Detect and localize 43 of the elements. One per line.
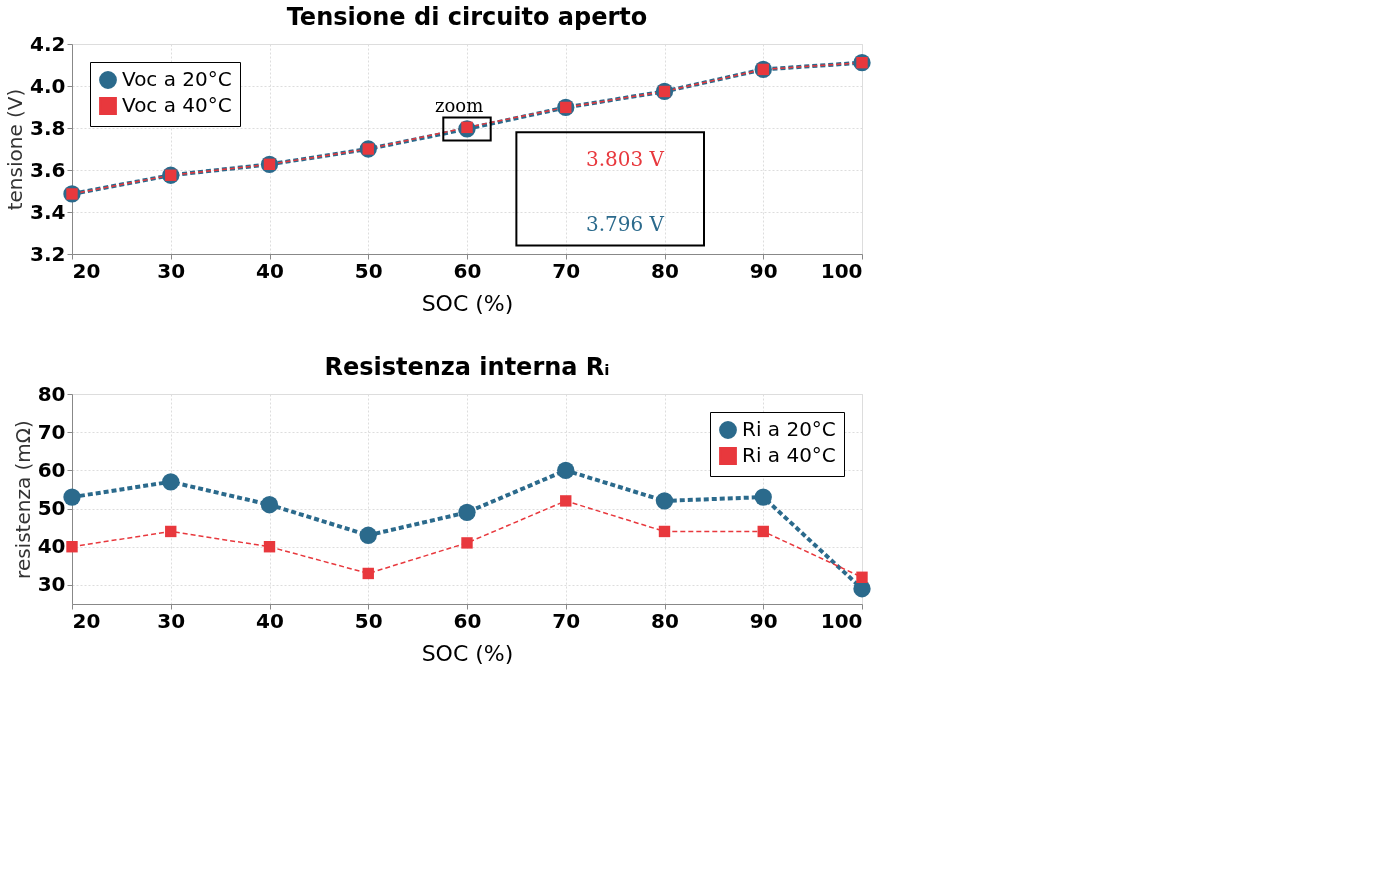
y-axis-title: resistenza (mΩ) — [10, 420, 35, 579]
legend-label: Voc a 20°C — [122, 67, 232, 91]
x-tick-label: 90 — [749, 258, 778, 283]
x-tick-label: 50 — [354, 608, 383, 633]
x-tick-label: 90 — [749, 608, 778, 633]
y-tick-label: 50 — [37, 496, 66, 521]
y-tick-label: 3.2 — [30, 241, 66, 266]
x-tick-label: 30 — [157, 608, 186, 633]
annotation: 3.796 V — [585, 211, 665, 236]
x-tick-label: 60 — [453, 258, 482, 283]
x-tick-label: 20 — [72, 608, 101, 633]
legend-label: Ri a 20°C — [742, 417, 836, 441]
x-tick-label: 40 — [256, 258, 284, 283]
y-tick-label: 4.2 — [30, 31, 66, 56]
x-tick-label: 70 — [552, 608, 581, 633]
x-tick-label: 100 — [820, 258, 863, 283]
y-tick-label: 3.6 — [30, 157, 66, 182]
x-tick-label: 100 — [820, 608, 863, 633]
x-tick-label: 40 — [256, 608, 284, 633]
y-tick-label: 80 — [37, 381, 66, 406]
x-tick-label: 70 — [552, 258, 581, 283]
x-axis-title: SOC (%) — [421, 640, 514, 666]
x-tick-label: 80 — [651, 608, 679, 633]
y-tick-label: 40 — [37, 534, 66, 559]
x-tick-label: 20 — [72, 258, 101, 283]
legend-label: Ri a 40°C — [742, 443, 836, 467]
annotation: 3.803 V — [585, 146, 665, 171]
y-tick-label: 30 — [37, 572, 66, 597]
y-tick-label: 60 — [37, 457, 66, 482]
annotation: zoom — [434, 95, 484, 116]
y-axis-title: tensione (V) — [3, 88, 28, 211]
y-tick-label: 3.8 — [30, 115, 66, 140]
x-tick-label: 80 — [651, 258, 679, 283]
y-tick-label: 3.4 — [30, 199, 66, 224]
x-axis-title: SOC (%) — [421, 290, 514, 316]
x-tick-label: 50 — [354, 258, 383, 283]
y-tick-label: 70 — [37, 419, 66, 444]
legend-label: Voc a 40°C — [122, 93, 232, 117]
chart-title: Tensione di circuito aperto — [286, 3, 648, 31]
y-tick-label: 4.0 — [30, 73, 66, 98]
x-tick-label: 60 — [453, 608, 482, 633]
x-tick-label: 30 — [157, 258, 186, 283]
chart-title: Resistenza interna Rᵢ — [324, 353, 610, 381]
